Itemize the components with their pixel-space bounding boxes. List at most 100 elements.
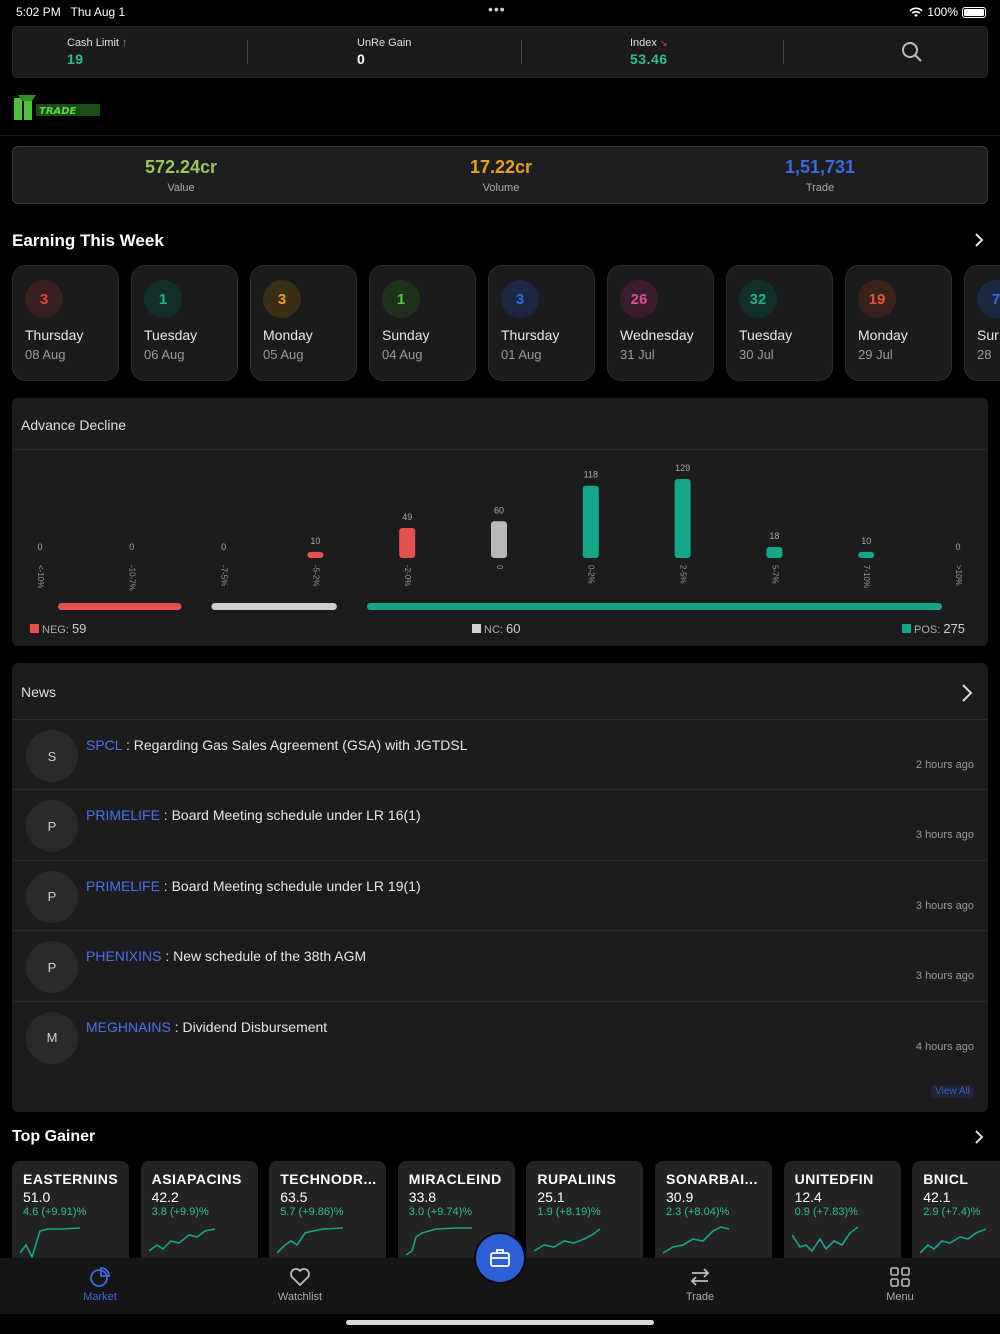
legend-swatch — [30, 624, 39, 633]
news-time: 4 hours ago — [915, 1040, 974, 1053]
news-symbol[interactable]: PRIMELIFE — [86, 877, 160, 894]
index[interactable]: Index ↘ 53.46 — [630, 37, 668, 67]
gainer-symbol: ASIAPACINS — [151, 1171, 242, 1187]
earning-day-card[interactable]: 3 Thursday 08 Aug — [12, 265, 119, 381]
chevron-right-icon[interactable] — [960, 684, 974, 702]
category-label: >10% — [954, 565, 963, 586]
news-item[interactable]: P PHENIXINS : New schedule of the 38th AG… — [12, 930, 988, 1000]
top-gainer-card[interactable]: BNICL 42.1 2.9 (+7.4)% — [912, 1161, 1000, 1261]
gainer-price: 42.1 — [923, 1189, 951, 1205]
legend-label: NC: 60 — [484, 621, 520, 636]
news-time: 3 hours ago — [915, 899, 974, 912]
gainer-symbol: MIRACLEIND — [408, 1171, 502, 1187]
nav-trade[interactable]: Trade — [660, 1266, 740, 1303]
gainer-symbol: SONARBAI... — [666, 1171, 758, 1187]
account-summary-bar: Cash Limit ↑ 19 UnRe Gain 0 Index ↘ 53.4… — [12, 26, 988, 78]
legend-swatch — [472, 624, 481, 633]
search-icon[interactable] — [901, 41, 923, 63]
gainer-change: 2.9 (+7.4)% — [923, 1206, 981, 1218]
earning-day-card[interactable]: 26 Wednesday 31 Jul — [607, 265, 714, 381]
multitask-dots[interactable]: ••• — [488, 1, 506, 17]
top-gainer-card[interactable]: EASTERNINS 51.0 4.6 (+9.91)% — [12, 1161, 129, 1261]
index-value: 53.46 — [630, 51, 668, 67]
news-time: 2 hours ago — [915, 759, 974, 771]
nc-bar — [211, 603, 337, 610]
gainer-price: 42.2 — [151, 1189, 179, 1205]
legend-label: POS: 275 — [914, 621, 965, 636]
top-gainer-card[interactable]: RUPALIINS 25.1 1.9 (+8.19)% — [526, 1161, 644, 1261]
market-stats: 572.24cr Value 17.22cr Volume 1,51,731 T… — [12, 146, 988, 204]
cash-limit[interactable]: Cash Limit ↑ 19 — [67, 37, 128, 67]
chevron-right-icon[interactable] — [972, 1130, 986, 1144]
gainer-change: 4.6 (+9.91)% — [23, 1206, 87, 1218]
earning-day-card[interactable]: 1 Tuesday 06 Aug — [131, 265, 238, 381]
nav-menu[interactable]: Menu — [860, 1266, 940, 1303]
bar-value-label: 0 — [955, 542, 960, 552]
sparkline — [405, 1227, 472, 1256]
portfolio-button[interactable] — [476, 1234, 524, 1282]
gainer-symbol: RUPALIINS — [537, 1171, 617, 1187]
earning-day: Thursday — [501, 327, 560, 343]
unre-gain-value: 0 — [357, 51, 366, 67]
earning-day-card[interactable]: 19 Monday 29 Jul — [845, 265, 952, 381]
news-headline: SPCL : Regarding Gas Sales Agreement (GS… — [86, 737, 468, 753]
bar-value-label: 0 — [221, 542, 226, 552]
advance-decline-title: Advance Decline — [21, 417, 127, 433]
top-gainer-card[interactable]: ASIAPACINS 42.2 3.8 (+9.9)% — [140, 1161, 258, 1261]
earning-count: 3 — [25, 280, 63, 318]
gainer-change: 3.0 (+9.74)% — [408, 1206, 473, 1218]
bar-value-label: 10 — [861, 536, 871, 546]
category-label: -5-2% — [311, 565, 320, 586]
category-label: <-10% — [36, 565, 45, 588]
top-gainer-card[interactable]: SONARBAI... 30.9 2.3 (+8.04)% — [655, 1161, 772, 1261]
home-indicator[interactable] — [346, 1320, 654, 1325]
status-right: 100% — [909, 5, 986, 19]
chart-bar — [674, 479, 691, 558]
earning-count: 3 — [501, 280, 539, 318]
earning-count: 1 — [144, 280, 182, 318]
battery-icon — [962, 6, 986, 18]
bar-value-label: 18 — [769, 531, 779, 541]
earning-day-card[interactable]: 32 Tuesday 30 Jul — [726, 265, 833, 381]
sparkline — [277, 1227, 344, 1254]
sparkline — [534, 1228, 601, 1252]
legend-neg: NEG: 59 — [30, 621, 86, 636]
news-time: 3 hours ago — [915, 829, 974, 842]
earning-date: 05 Aug — [263, 347, 304, 362]
news-item[interactable]: P PRIMELIFE : Board Meeting schedule unde… — [12, 789, 988, 859]
news-symbol[interactable]: PRIMELIFE — [86, 807, 160, 824]
legend-nc: NC: 60 — [472, 621, 520, 636]
chevron-right-icon[interactable] — [972, 233, 986, 247]
earning-date: 29 Jul — [858, 347, 893, 362]
wifi-icon — [909, 7, 923, 17]
earning-date: 04 Aug — [382, 347, 423, 362]
top-gainer-card[interactable]: TECHNODR... 63.5 5.7 (+9.86)% — [269, 1161, 387, 1261]
earning-day: Monday — [263, 327, 313, 343]
top-gainer-card[interactable]: UNITEDFIN 12.4 0.9 (+7.83)% — [783, 1161, 901, 1261]
earning-day-card[interactable]: 3 Monday 05 Aug — [250, 265, 357, 381]
view-all-link[interactable]: View All — [931, 1085, 974, 1098]
nav-market[interactable]: Market — [60, 1266, 140, 1303]
earning-date: 06 Aug — [144, 347, 185, 362]
news-symbol[interactable]: MEGHNAINS — [86, 1018, 171, 1035]
earning-day-card[interactable]: 1 Sunday 04 Aug — [369, 265, 476, 381]
bar-value-label: 0 — [129, 542, 134, 552]
unre-gain[interactable]: UnRe Gain 0 — [357, 37, 412, 67]
news-item[interactable]: M MEGHNAINS : Dividend Disbursement 4 hour… — [12, 1000, 988, 1071]
news-symbol[interactable]: PHENIXINS — [86, 948, 162, 965]
grid-icon — [890, 1267, 910, 1287]
category-label: 0 — [495, 565, 504, 570]
earning-day-card[interactable]: 7 Sur 28 — [964, 265, 1000, 381]
news-item[interactable]: P PRIMELIFE : Board Meeting schedule unde… — [12, 859, 988, 930]
news-item[interactable]: S SPCL : Regarding Gas Sales Agreement (G… — [12, 719, 988, 789]
earning-count: 1 — [382, 280, 420, 318]
news-title: News — [21, 684, 57, 700]
gainer-change: 2.3 (+8.04)% — [666, 1206, 730, 1218]
nav-watchlist[interactable]: Watchlist — [260, 1266, 340, 1303]
earning-day-card[interactable]: 3 Thursday 01 Aug — [488, 265, 595, 381]
earning-count: 3 — [263, 280, 301, 318]
news-symbol[interactable]: SPCL — [86, 737, 123, 753]
earnings-carousel[interactable]: 3 Thursday 08 Aug 1 Tuesday 06 Aug 3 Monday 05 A… — [12, 265, 1000, 383]
news-headline: PRIMELIFE : Board Meeting schedule under… — [86, 807, 421, 824]
sparkline — [791, 1226, 859, 1253]
